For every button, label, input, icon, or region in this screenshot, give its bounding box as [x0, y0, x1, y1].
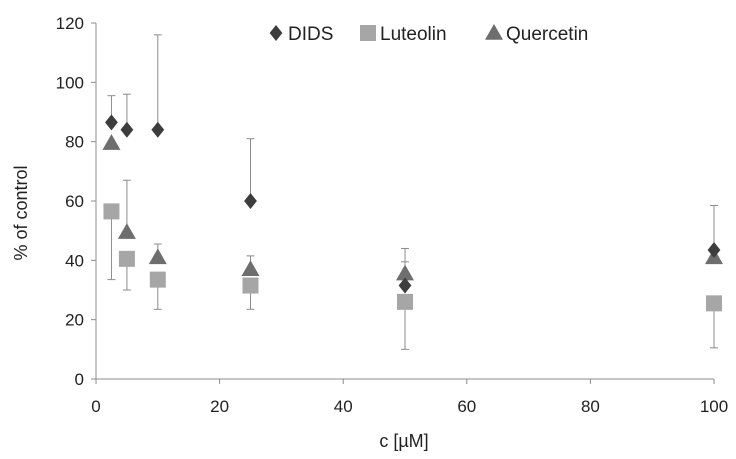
data-point-quercetin — [241, 260, 260, 276]
data-point-quercetin — [102, 134, 121, 150]
data-point-luteolin — [397, 293, 413, 310]
legend-label-quercetin: Quercetin — [506, 24, 588, 45]
axes: 0 20 40 60 80 100 120 0 20 40 60 80 100 — [56, 14, 729, 416]
data-point-quercetin — [148, 248, 167, 265]
legend-label-dids: DIDS — [288, 24, 333, 45]
y-tick-label: 60 — [65, 192, 84, 211]
y-tick-label: 40 — [65, 251, 84, 270]
x-tick-label: 100 — [700, 397, 728, 416]
y-tick-label: 80 — [65, 133, 84, 152]
data-point-luteolin — [118, 250, 135, 267]
x-tick-label: 20 — [210, 397, 229, 416]
y-tick-label: 20 — [65, 311, 84, 330]
x-tick-label: 40 — [334, 397, 353, 416]
data-point-dids — [707, 241, 721, 258]
data-point-luteolin — [103, 203, 120, 220]
x-tick-label: 60 — [457, 397, 476, 416]
data-point-luteolin — [706, 295, 722, 312]
data-point-dids — [120, 121, 134, 138]
data-point-dids — [398, 277, 412, 294]
legend: DIDS Luteolin Quercetin — [269, 24, 588, 45]
y-axis-title: % of control — [11, 165, 31, 260]
data-point-dids — [244, 193, 257, 209]
data-point-luteolin — [149, 271, 166, 288]
plot-area — [102, 34, 723, 350]
legend-marker-quercetin — [485, 24, 503, 40]
y-tick-label: 100 — [56, 73, 84, 92]
data-point-quercetin — [396, 264, 414, 281]
data-point-dids — [151, 121, 165, 138]
x-tick-label: 80 — [581, 397, 600, 416]
data-point-dids — [105, 114, 118, 131]
legend-marker-dids — [269, 25, 283, 41]
data-point-luteolin — [242, 277, 259, 294]
y-tick-label: 120 — [56, 14, 84, 33]
x-tick-label: 0 — [91, 397, 100, 416]
x-axis-title: c [µM] — [379, 431, 428, 451]
legend-marker-luteolin — [360, 25, 376, 41]
legend-label-luteolin: Luteolin — [380, 24, 447, 45]
data-point-quercetin — [117, 223, 136, 239]
y-tick-label: 0 — [75, 370, 84, 389]
